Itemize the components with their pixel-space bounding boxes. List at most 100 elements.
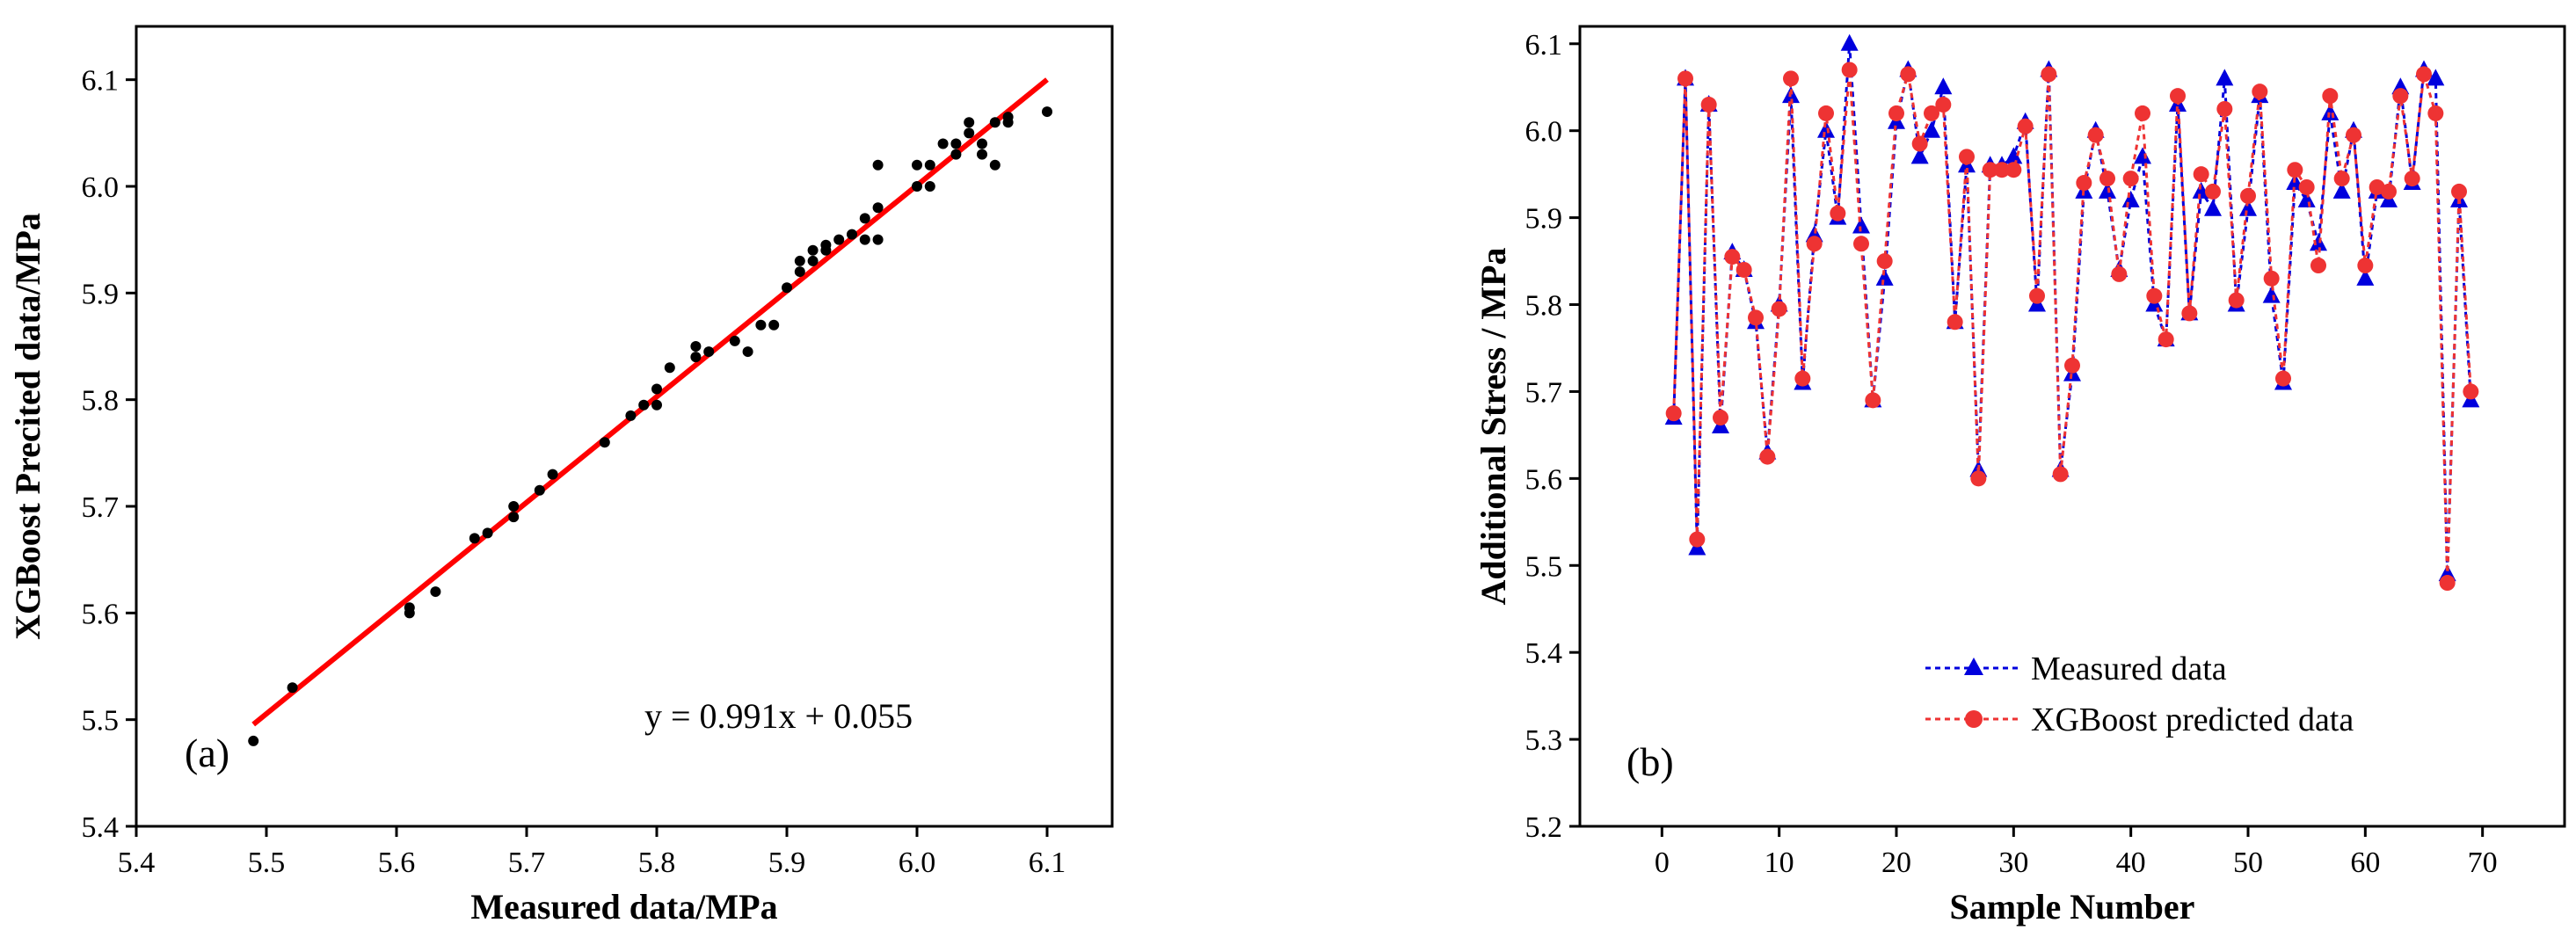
chart-b-point-predicted xyxy=(2252,84,2268,100)
chart-b-point-predicted xyxy=(1841,62,1858,78)
chart-b-point-predicted xyxy=(1724,249,1741,265)
chart-b-point-predicted xyxy=(1900,66,1917,83)
chart-a-point xyxy=(989,117,1001,128)
chart-b-point-predicted xyxy=(2052,466,2069,483)
chart-a-point xyxy=(950,149,962,160)
chart-b-point-predicted xyxy=(2322,88,2339,105)
chart-a-point xyxy=(950,138,962,149)
chart-b-point-measured xyxy=(2356,268,2375,286)
chart-a-fit-equation: y = 0.991x + 0.055 xyxy=(644,696,913,736)
chart-b-point-measured xyxy=(1852,216,1870,234)
chart-a-point xyxy=(482,527,493,539)
chart-b-point-predicted xyxy=(1736,261,1752,278)
chart-a-x-axis-title: Measured data/MPa xyxy=(470,887,777,927)
chart-b-point-predicted xyxy=(2170,88,2186,105)
chart-b-point-predicted xyxy=(2087,127,2104,143)
chart-b-point-predicted xyxy=(1713,410,1728,426)
chart-b: 0 10 20 30 40 50 60 70 5.2 5.3 5.4 5.5 5.6 5.7 5.8 5.9 6… xyxy=(1474,25,2566,927)
legend-marker-predicted xyxy=(1965,710,1983,728)
chart-a-x-tick-label: 5.6 xyxy=(378,847,416,879)
chart-a-y-tick-label: 5.9 xyxy=(82,278,120,310)
chart-a-point xyxy=(977,149,987,160)
chart-b-y-tick-label: 5.7 xyxy=(1525,376,1563,409)
chart-b-point-measured xyxy=(2427,69,2445,86)
chart-b-point-predicted xyxy=(2310,258,2326,274)
chart-b-point-predicted xyxy=(2205,183,2221,200)
chart-a-point xyxy=(807,255,819,266)
chart-b-point-measured xyxy=(1910,147,1929,164)
chart-a-point xyxy=(924,159,935,171)
chart-b-point-predicted xyxy=(2346,127,2361,143)
chart-a-point xyxy=(859,234,870,245)
chart-b-y-tick-label: 5.2 xyxy=(1525,811,1563,844)
chart-b-point-measured xyxy=(1817,120,1835,138)
chart-b-point-predicted xyxy=(2135,105,2150,121)
chart-b-point-predicted xyxy=(2181,305,2198,322)
chart-a-point xyxy=(625,410,637,421)
chart-a-point xyxy=(404,602,415,614)
chart-a-point xyxy=(847,229,857,240)
chart-b-point-measured xyxy=(2239,199,2257,216)
chart-a: 5.4 5.5 5.6 5.7 5.8 5.9 6.0 6.1 5.4 5.5 5.6 5.7 5.8 5… xyxy=(8,25,1114,927)
chart-b-point-measured xyxy=(2332,181,2351,199)
chart-b-point-predicted xyxy=(1689,531,1706,548)
chart-b-point-predicted xyxy=(2357,258,2374,274)
chart-b-point-predicted xyxy=(2029,287,2045,304)
chart-b-panel-label: (b) xyxy=(1626,739,1674,784)
chart-a-y-tick-label: 5.5 xyxy=(82,705,120,738)
chart-b-point-measured xyxy=(2099,181,2116,199)
chart-b-point-predicted xyxy=(1818,105,1834,121)
legend-label-predicted: XGBoost predicted data xyxy=(2031,701,2354,738)
chart-b-point-predicted xyxy=(2111,265,2128,282)
chart-a-point xyxy=(534,484,545,496)
chart-a-point xyxy=(989,159,1001,171)
chart-a-point xyxy=(690,352,702,363)
chart-a-point xyxy=(742,346,753,358)
chart-a-point xyxy=(430,586,441,598)
chart-b-y-tick-label: 6.1 xyxy=(1525,29,1563,62)
chart-a-point xyxy=(755,319,767,331)
chart-a-point xyxy=(651,383,662,395)
chart-b-point-predicted xyxy=(1947,314,1963,331)
chart-b-x-tick-label: 20 xyxy=(1881,847,1911,879)
chart-a-point xyxy=(287,682,298,694)
chart-b-x-tick-label: 30 xyxy=(1998,847,2028,879)
chart-b-point-measured xyxy=(2134,147,2151,164)
chart-a-point xyxy=(729,335,740,346)
chart-a-point xyxy=(807,244,819,256)
chart-b-point-predicted xyxy=(2216,100,2233,117)
chart-b-point-predicted xyxy=(2041,66,2057,83)
chart-b-point-predicted xyxy=(1700,97,1717,113)
chart-b-x-tick-label: 60 xyxy=(2350,847,2380,879)
chart-a-y-tick-label: 5.6 xyxy=(82,598,120,630)
chart-b-point-predicted xyxy=(1665,405,1682,422)
chart-b-point-measured xyxy=(2310,234,2327,251)
chart-a-x-tick-label: 6.0 xyxy=(899,847,936,879)
chart-a-point xyxy=(664,362,675,374)
chart-b-point-measured xyxy=(1934,77,1953,95)
chart-b-x-tick-label: 70 xyxy=(2468,847,2498,879)
chart-b-point-predicted xyxy=(1783,70,1799,87)
chart-b-y-tick-label: 5.9 xyxy=(1525,203,1563,236)
chart-a-point xyxy=(833,234,845,245)
chart-a-x-tick-label: 5.9 xyxy=(768,847,806,879)
chart-a-point xyxy=(924,181,935,192)
chart-b-point-measured xyxy=(2262,286,2281,303)
chart-b-point-predicted xyxy=(2275,370,2291,387)
chart-b-point-predicted xyxy=(2146,287,2163,304)
chart-a-point xyxy=(872,202,884,214)
chart-b-point-predicted xyxy=(2240,187,2256,204)
chart-a-y-axis-title: XGBoost Precited data/MPa xyxy=(8,213,47,640)
chart-b-point-measured xyxy=(2005,147,2023,164)
chart-a-x-tick-label: 5.4 xyxy=(118,847,156,879)
chart-b-point-predicted xyxy=(2099,171,2115,187)
chart-a-fit-line xyxy=(251,77,1049,727)
chart-b-point-predicted xyxy=(2076,175,2092,192)
chart-a-point xyxy=(547,469,558,480)
chart-b-y-tick-label: 5.3 xyxy=(1525,724,1563,757)
chart-b-point-predicted xyxy=(2064,357,2080,374)
chart-b-point-measured xyxy=(2321,103,2340,120)
chart-a-point xyxy=(794,255,805,266)
chart-a-point xyxy=(1002,112,1014,123)
